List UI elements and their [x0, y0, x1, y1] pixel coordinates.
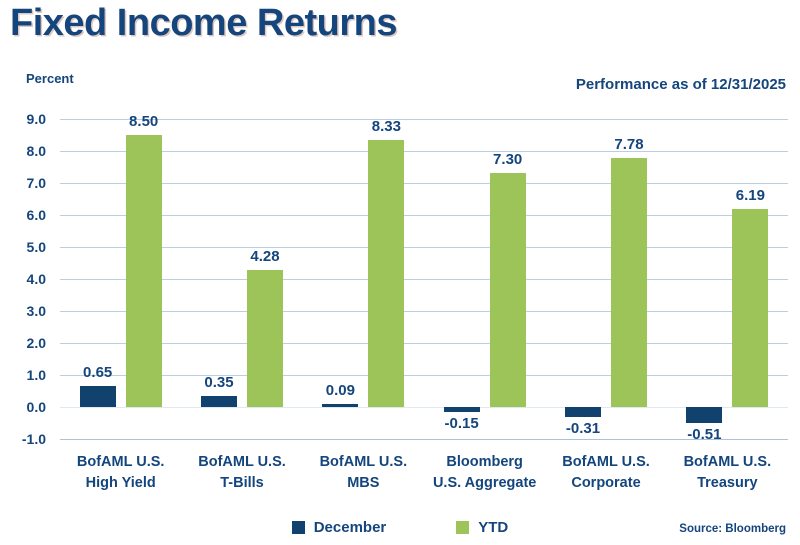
gridline: [60, 311, 788, 312]
y-axis-tick-label: 0.0: [26, 399, 46, 415]
bar-value-label: -0.51: [687, 426, 722, 444]
category-label-line: U.S. Aggregate: [432, 475, 537, 492]
bar-ytd[interactable]: [732, 208, 769, 407]
category-label-line: MBS: [347, 475, 380, 492]
bar-value-label: 8.50: [129, 113, 159, 130]
bar-value-label: -0.15: [444, 414, 479, 432]
chart-title: Fixed Income Returns: [10, 2, 397, 44]
bar-december[interactable]: [201, 395, 237, 407]
x-axis-category-label: BofAML U.S. MBS: [320, 452, 408, 494]
gridline: [60, 151, 788, 152]
y-axis-tick-label: -1.0: [21, 431, 46, 447]
x-axis-category-label: BofAML U.S. High Yield: [77, 452, 165, 494]
bar-december[interactable]: [322, 404, 359, 407]
bar-value-label: 0.35: [204, 373, 234, 391]
legend-label: YTD: [478, 519, 509, 536]
bar-value-label: -0.31: [565, 419, 601, 437]
plot-area: 0.65 8.50 0.35 4.28 0.09 8.33 -0.15 7.30 -0.31 7.…: [60, 113, 788, 443]
gridline: [60, 279, 788, 280]
bar-value-label: 6.19: [735, 186, 765, 204]
bar-ytd[interactable]: [247, 270, 283, 407]
x-axis-category-label: BofAML U.S. Corporate: [562, 452, 650, 494]
bar-december[interactable]: [443, 407, 480, 412]
y-axis-title: Percent: [26, 71, 74, 86]
chart-legend: December YTD: [0, 519, 800, 536]
y-axis-tick-label: 6.0: [26, 207, 46, 223]
y-axis-tick-label: 2.0: [26, 335, 46, 351]
gridline: [60, 375, 788, 376]
gridline: [60, 407, 788, 408]
y-axis-tick-label: 9.0: [26, 111, 46, 127]
gridline: [60, 439, 788, 440]
legend-item-december[interactable]: December: [291, 519, 387, 536]
y-axis-tick-label: 4.0: [26, 271, 46, 287]
x-axis-category-label: Bloomberg U.S. Aggregate: [433, 452, 536, 494]
category-label-line: Bloomberg: [446, 454, 523, 470]
gridline: [60, 119, 788, 120]
gridline: [60, 247, 788, 248]
bar-december[interactable]: [79, 386, 116, 407]
y-axis-tick-label: 8.0: [26, 143, 46, 159]
category-label-line: Corporate: [571, 475, 641, 492]
category-label-line: BofAML U.S.: [683, 454, 772, 470]
bar-ytd[interactable]: [489, 173, 526, 407]
y-axis-tick-label: 3.0: [26, 303, 46, 319]
bar-value-label: 8.33: [371, 118, 401, 136]
gridline: [60, 183, 788, 184]
bar-ytd[interactable]: [611, 158, 647, 407]
source-note: Source: Bloomberg: [679, 523, 786, 535]
bar-december[interactable]: [565, 407, 601, 417]
legend-label: December: [313, 519, 387, 536]
category-label-line: High Yield: [85, 475, 156, 492]
bar-ytd[interactable]: [125, 135, 162, 407]
y-axis-tick-label: 1.0: [26, 367, 46, 383]
category-label-line: BofAML U.S.: [76, 454, 165, 470]
y-axis-tick-label: 5.0: [26, 239, 46, 255]
bar-value-label: 0.09: [325, 382, 355, 400]
bar-value-label: 7.30: [493, 151, 523, 169]
legend-item-ytd[interactable]: YTD: [456, 519, 508, 536]
category-label-line: T-Bills: [220, 475, 264, 492]
bar-value-label: 0.65: [83, 364, 113, 382]
category-label-line: BofAML U.S.: [198, 454, 286, 470]
bar-value-label: 4.28: [250, 248, 280, 266]
legend-swatch-icon: [456, 521, 470, 534]
y-axis-tick-label: 7.0: [26, 175, 46, 191]
category-label-line: Treasury: [697, 475, 758, 492]
gridline: [60, 215, 788, 216]
bar-value-label: 7.78: [614, 136, 644, 154]
category-label-line: BofAML U.S.: [319, 454, 408, 470]
x-axis-category-label: BofAML U.S. T-Bills: [198, 452, 286, 494]
gridline: [60, 343, 788, 344]
legend-swatch-icon: [291, 521, 305, 534]
bar-ytd[interactable]: [368, 140, 405, 407]
x-axis-category-label: BofAML U.S. Treasury: [684, 452, 772, 494]
bar-december[interactable]: [686, 407, 723, 424]
category-label-line: BofAML U.S.: [562, 454, 650, 470]
performance-as-of-note: Performance as of 12/31/2025: [575, 76, 786, 93]
